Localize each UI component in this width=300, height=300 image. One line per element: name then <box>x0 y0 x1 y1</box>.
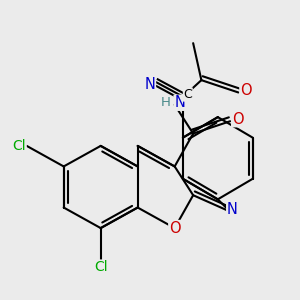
Text: O: O <box>240 83 252 98</box>
Text: C: C <box>183 88 192 101</box>
Text: O: O <box>232 112 243 127</box>
Text: Cl: Cl <box>13 139 26 153</box>
Text: N: N <box>145 77 155 92</box>
Text: Cl: Cl <box>94 260 107 274</box>
Text: O: O <box>169 220 181 236</box>
Text: H: H <box>161 96 171 109</box>
Text: N: N <box>174 95 185 110</box>
Text: N: N <box>227 202 238 217</box>
